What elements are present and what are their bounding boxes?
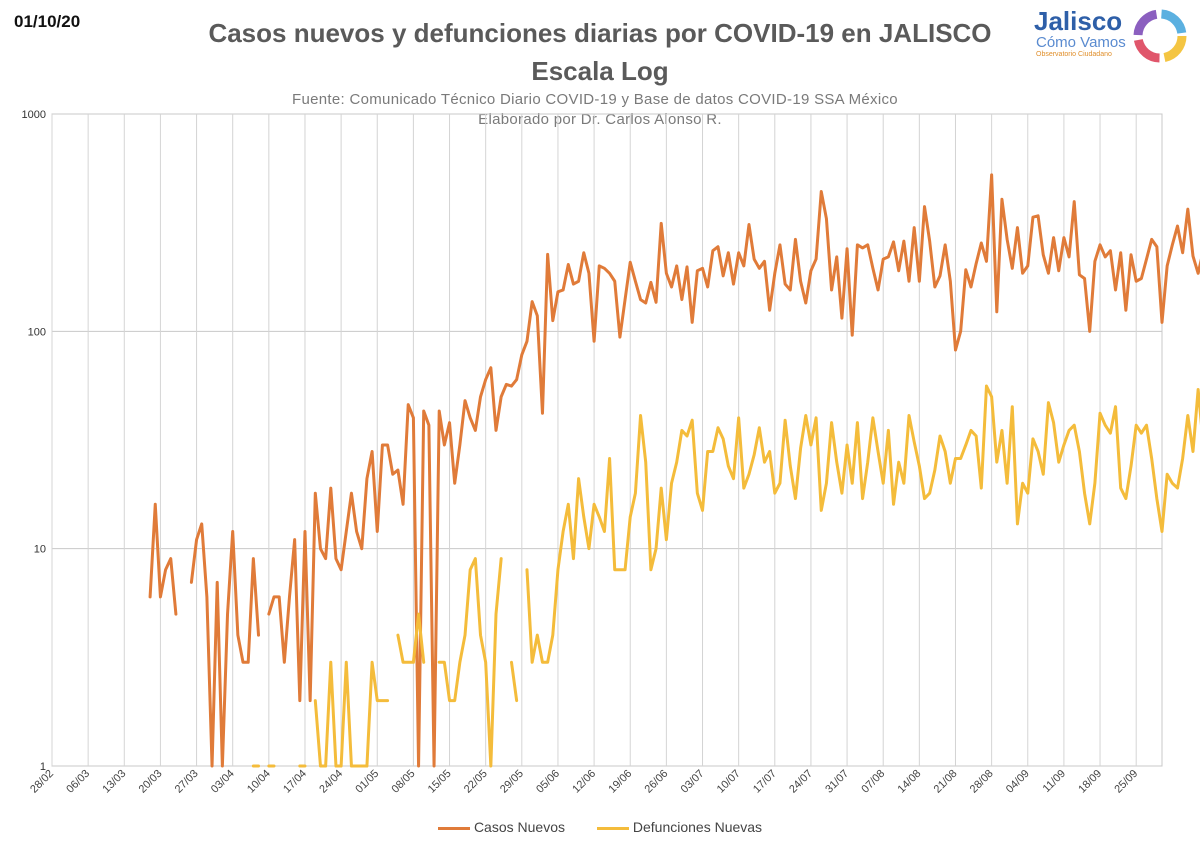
x-tick-label: 03/07: [679, 768, 707, 796]
x-tick-label: 06/03: [64, 768, 92, 796]
x-tick-label: 15/05: [426, 768, 454, 796]
legend-item-defunciones: Defunciones Nuevas: [596, 819, 763, 836]
x-tick-label: 29/05: [498, 768, 526, 796]
chart-legend: Casos Nuevos Defunciones Nuevas: [0, 818, 1200, 835]
chart-title-scale: Escala Log: [531, 56, 669, 86]
chart-title: Casos nuevos y defunciones diarias por C…: [208, 18, 992, 48]
y-tick-label: 1000: [22, 109, 46, 121]
legend-label-defunciones: Defunciones Nuevas: [632, 819, 763, 836]
x-tick-label: 22/05: [462, 768, 490, 796]
series-line-casos-nuevos: [148, 173, 1200, 768]
y-tick-label: 10: [34, 544, 46, 556]
y-tick-label: 100: [28, 326, 46, 338]
x-tick-label: 07/08: [859, 768, 887, 796]
x-tick-label: 27/03: [173, 768, 201, 796]
x-tick-label: 10/07: [715, 768, 743, 796]
x-tick-label: 12/06: [570, 768, 598, 796]
x-tick-label: 19/06: [606, 768, 634, 796]
x-tick-label: 14/08: [896, 768, 924, 796]
y-tick-label: 1: [40, 761, 46, 773]
x-tick-label: 26/06: [643, 768, 671, 796]
logo-name: Jalisco: [1034, 6, 1123, 36]
legend-swatch-casos: [437, 827, 470, 831]
x-tick-label: 31/07: [823, 768, 851, 796]
x-tick-label: 08/05: [390, 768, 418, 796]
logo-line2: Cómo Vamos: [1036, 34, 1126, 51]
x-tick-label: 13/03: [100, 768, 128, 796]
chart-author: Elaborado por Dr. Carlos Alonso R.: [478, 111, 722, 128]
x-tick-label: 18/09: [1076, 768, 1104, 796]
jalisco-como-vamos-logo: Jalisco Cómo Vamos Observatorio Ciudadan…: [1034, 4, 1194, 64]
x-tick-label: 04/09: [1004, 768, 1032, 796]
x-tick-label: 03/04: [209, 768, 237, 796]
date-label: 01/10/20: [14, 12, 81, 31]
x-tick-label: 24/04: [317, 768, 345, 796]
series-line-defunciones-nuevas: [251, 384, 1200, 768]
x-tick-label: 01/05: [353, 768, 381, 796]
x-tick-label: 20/03: [137, 768, 165, 796]
legend-item-casos: Casos Nuevos: [437, 819, 565, 836]
logo-ring-icon: [1133, 9, 1187, 63]
x-tick-label: 28/02: [28, 768, 56, 796]
x-tick-label: 25/09: [1112, 768, 1140, 796]
x-tick-label: 17/07: [751, 768, 779, 796]
x-tick-label: 24/07: [787, 768, 815, 796]
x-tick-label: 17/04: [281, 768, 309, 796]
legend-swatch-defunciones: [596, 827, 629, 831]
legend-label-casos: Casos Nuevos: [473, 819, 565, 836]
x-tick-label: 21/08: [932, 768, 960, 796]
logo-line3: Observatorio Ciudadano: [1036, 51, 1112, 58]
x-tick-label: 10/04: [245, 768, 273, 796]
x-tick-label: 05/06: [534, 768, 562, 796]
chart-source: Fuente: Comunicado Técnico Diario COVID-…: [292, 91, 898, 108]
x-tick-label: 11/09: [1041, 768, 1068, 795]
x-tick-label: 28/08: [968, 768, 996, 796]
